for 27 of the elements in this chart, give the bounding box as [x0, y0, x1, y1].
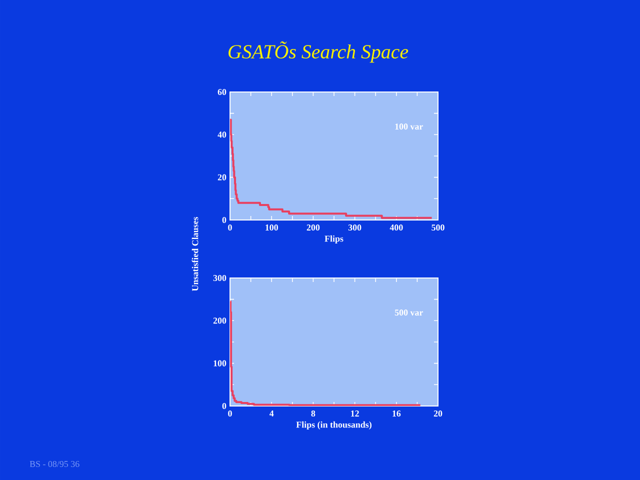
text: BS - 08/95 36 [30, 460, 80, 468]
annotation: 100 var [395, 124, 423, 130]
x-tick-label: 4 [269, 410, 274, 416]
x-tick-label: 12 [351, 410, 359, 416]
x-tick-label: 100 [266, 224, 278, 231]
x-tick-label: 20 [434, 410, 442, 417]
y-tick-label: 300 [213, 274, 226, 282]
y-tick-label: 200 [213, 318, 226, 324]
x-axis-title: Flips [324, 235, 344, 244]
x-tick-label: 300 [348, 224, 362, 231]
annotation: 500 var [394, 310, 423, 316]
x-tick-label: 500 [432, 224, 444, 231]
y-tick-label: 0 [222, 216, 226, 224]
y-tick-label: 40 [218, 132, 226, 138]
x-tick-label: 16 [392, 410, 401, 417]
x-tick-label: 0 [228, 410, 232, 417]
y-tick-label: 0 [222, 402, 226, 410]
chart-title: GSATÕs Search Space [228, 41, 408, 63]
x-tick-label: 400 [390, 224, 403, 231]
y-tick-label: 20 [218, 174, 226, 180]
y-tick-label: 60 [218, 88, 226, 96]
x-tick-label: 8 [311, 410, 316, 417]
y-axis-title: Unsatisfied Clauses [192, 216, 198, 292]
y-tick-label: 100 [214, 360, 226, 366]
x-tick-label: 0 [228, 224, 232, 231]
x-tick-label: 200 [306, 224, 320, 231]
x-axis-title: Flips (in thousands) [296, 421, 372, 430]
